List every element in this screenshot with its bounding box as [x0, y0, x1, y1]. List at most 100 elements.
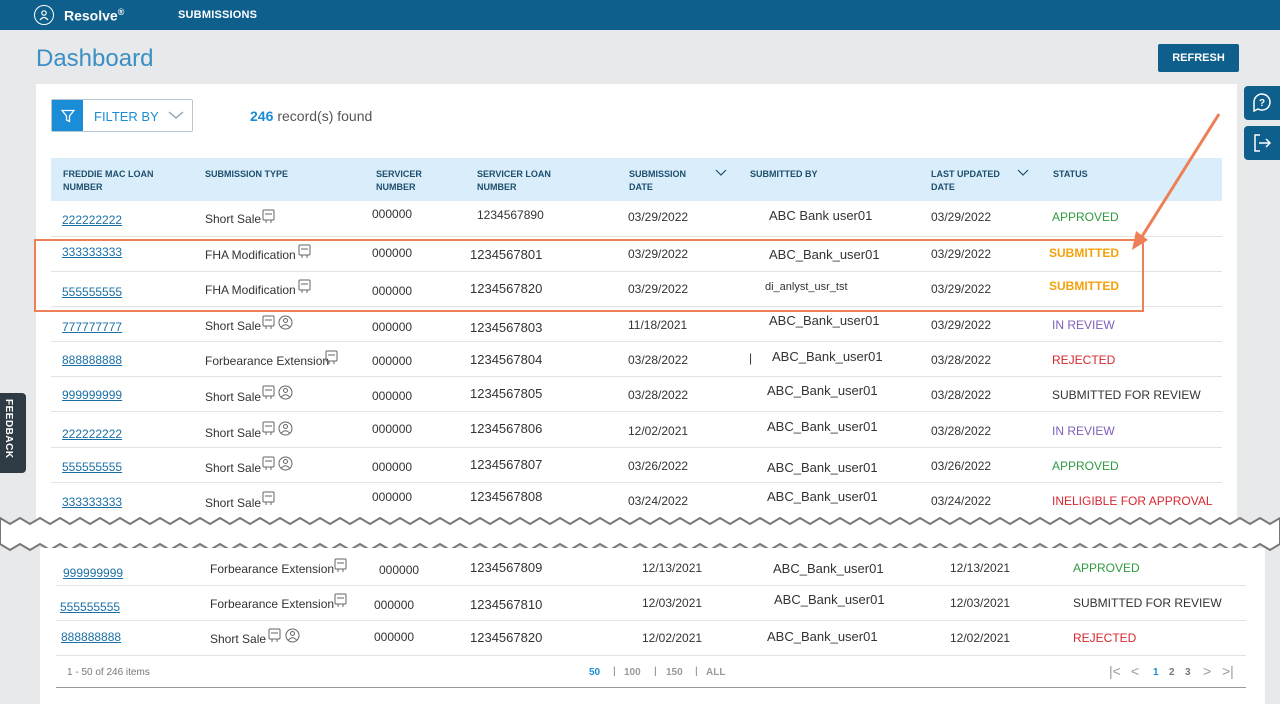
loan-number-link[interactable]: 222222222 — [62, 427, 123, 441]
col-servicer-loan-number[interactable]: SERVICER LOAN NUMBER — [477, 169, 551, 192]
submitted-by: ABC_Bank_user01 — [767, 383, 878, 398]
last-updated-date: 12/03/2021 — [950, 596, 1011, 610]
document-icon[interactable] — [262, 315, 275, 330]
loan-number-link[interactable]: 333333333 — [62, 245, 123, 259]
submission-date: 12/02/2021 — [628, 424, 689, 438]
document-icon[interactable] — [298, 279, 311, 294]
submission-type: Short Sale — [205, 319, 262, 333]
last-updated-date: 12/02/2021 — [950, 631, 1011, 645]
submitted-by: ABC_Bank_user01 — [767, 419, 878, 434]
person-icon[interactable] — [278, 456, 293, 471]
page-size-all[interactable]: ALL — [706, 667, 726, 678]
logout-button[interactable] — [1244, 126, 1280, 160]
document-icon[interactable] — [262, 385, 275, 400]
loan-number-link[interactable]: 777777777 — [62, 320, 123, 334]
document-icon[interactable] — [298, 244, 311, 259]
servicer-number: 000000 — [372, 207, 413, 221]
sort-chevron-icon[interactable] — [1017, 169, 1029, 177]
table-header: FREDDIE MAC LOAN NUMBER SUBMISSION TYPE … — [51, 158, 1222, 201]
submitted-by: ABC Bank user01 — [769, 208, 873, 223]
col-submitted-by[interactable]: SUBMITTED BY — [750, 169, 818, 179]
nav-submissions[interactable]: SUBMISSIONS — [178, 9, 258, 21]
document-icon[interactable] — [334, 558, 347, 573]
col-submission-date[interactable]: SUBMISSION DATE — [629, 169, 687, 192]
person-icon[interactable] — [278, 315, 293, 330]
top-bar: Resolve® SUBMISSIONS — [0, 0, 1280, 30]
help-button[interactable]: ? — [1244, 86, 1280, 120]
records-label: record(s) found — [277, 108, 373, 124]
servicer-number: 000000 — [374, 630, 415, 644]
col-servicer-number[interactable]: SERVICER NUMBER — [376, 169, 422, 192]
table-row: 888888888 Forbearance Extension 000000 1… — [51, 342, 1222, 377]
sort-chevron-icon[interactable] — [715, 169, 727, 177]
table-row: 999999999 Short Sale 000000 1234567805 0… — [51, 377, 1222, 412]
submission-type: Short Sale — [205, 426, 262, 440]
brand[interactable]: Resolve® — [34, 5, 124, 25]
last-page-icon[interactable]: >| — [1222, 663, 1234, 679]
status-badge: IN REVIEW — [1052, 318, 1115, 332]
records-found: 246 record(s) found — [250, 108, 372, 124]
loan-number-link[interactable]: 555555555 — [60, 600, 121, 614]
resolve-logo-icon — [34, 5, 54, 25]
last-updated-date: 12/13/2021 — [950, 561, 1011, 575]
submission-type: Short Sale — [205, 496, 262, 510]
page-1[interactable]: 1 — [1153, 667, 1159, 678]
document-icon[interactable] — [334, 593, 347, 608]
table-row: 555555555 Forbearance Extension 000000 1… — [56, 586, 1246, 621]
servicer-loan-number: 1234567804 — [470, 352, 543, 367]
person-icon[interactable] — [278, 421, 293, 436]
person-icon[interactable] — [278, 385, 293, 400]
loan-number-link[interactable]: 333333333 — [62, 495, 123, 509]
loan-number-link[interactable]: 555555555 — [62, 285, 123, 299]
loan-number-link[interactable]: 222222222 — [62, 213, 123, 227]
submission-type: Forbearance Extension — [210, 562, 335, 576]
loan-number-link[interactable]: 888888888 — [61, 630, 122, 644]
page-title: Dashboard — [36, 45, 154, 72]
page-3[interactable]: 3 — [1185, 667, 1191, 678]
page-2[interactable]: 2 — [1169, 667, 1175, 678]
servicer-loan-number: 1234567807 — [470, 457, 543, 472]
document-icon[interactable] — [262, 491, 275, 506]
document-icon[interactable] — [262, 456, 275, 471]
table-row: 999999999 Forbearance Extension 000000 1… — [56, 551, 1246, 586]
loan-number-link[interactable]: 555555555 — [62, 460, 123, 474]
submitted-by: ABC_Bank_user01 — [769, 247, 880, 262]
submission-type: Short Sale — [205, 390, 262, 404]
servicer-number: 000000 — [372, 246, 413, 260]
loan-number-link[interactable]: 999999999 — [63, 566, 124, 580]
submission-type: Short Sale — [205, 212, 262, 226]
submission-date: 03/28/2022 — [628, 388, 689, 402]
servicer-number: 000000 — [372, 490, 413, 504]
document-icon[interactable] — [262, 421, 275, 436]
table-bottom-panel — [40, 548, 1265, 704]
records-count: 246 — [250, 108, 274, 124]
submission-type: Short Sale — [205, 461, 262, 475]
col-loan-number[interactable]: FREDDIE MAC LOAN NUMBER — [63, 169, 154, 192]
feedback-tab[interactable]: FEEDBACK — [0, 393, 26, 473]
col-status[interactable]: STATUS — [1053, 169, 1088, 179]
submission-date: 03/26/2022 — [628, 459, 689, 473]
submission-date: 12/02/2021 — [642, 631, 703, 645]
document-icon[interactable] — [268, 628, 281, 643]
last-updated-date: 03/29/2022 — [931, 210, 992, 224]
loan-number-link[interactable]: 888888888 — [62, 353, 123, 367]
loan-number-link[interactable]: 999999999 — [62, 388, 123, 402]
servicer-number: 000000 — [379, 563, 420, 577]
next-page-icon[interactable]: > — [1203, 663, 1212, 679]
page-size-150[interactable]: 150 — [666, 667, 683, 678]
page-size-100[interactable]: 100 — [624, 667, 641, 678]
servicer-number: 000000 — [372, 422, 413, 436]
servicer-loan-number: 1234567803 — [470, 320, 543, 335]
person-icon[interactable] — [285, 628, 300, 643]
first-page-icon[interactable]: |< — [1109, 663, 1121, 679]
col-last-updated[interactable]: LAST UPDATED DATE — [931, 169, 1000, 192]
filter-by-button[interactable]: FILTER BY — [51, 99, 193, 132]
document-icon[interactable] — [262, 209, 275, 224]
servicer-number: 000000 — [374, 598, 415, 612]
document-icon[interactable] — [325, 350, 338, 365]
prev-page-icon[interactable]: < — [1131, 663, 1140, 679]
refresh-button[interactable]: REFRESH — [1158, 44, 1239, 72]
col-submission-type[interactable]: SUBMISSION TYPE — [205, 169, 289, 179]
servicer-number: 000000 — [372, 389, 413, 403]
page-size-50[interactable]: 50 — [589, 667, 601, 678]
